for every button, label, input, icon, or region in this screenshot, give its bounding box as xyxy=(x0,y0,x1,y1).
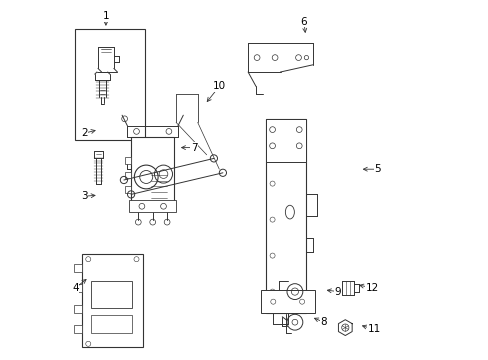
Bar xyxy=(74,305,81,313)
Text: 4: 4 xyxy=(72,283,79,293)
Bar xyxy=(74,264,81,272)
Bar xyxy=(74,325,81,333)
Text: 2: 2 xyxy=(81,128,87,138)
Bar xyxy=(124,186,131,193)
Text: 11: 11 xyxy=(366,324,380,334)
Bar xyxy=(260,290,314,313)
Bar xyxy=(74,284,81,292)
Text: 5: 5 xyxy=(374,164,380,174)
Text: 10: 10 xyxy=(212,81,225,91)
Bar xyxy=(265,119,305,162)
Text: 12: 12 xyxy=(365,283,378,293)
Bar xyxy=(75,29,145,140)
Bar xyxy=(124,157,131,164)
Bar xyxy=(81,254,142,347)
Bar xyxy=(91,315,132,333)
Bar xyxy=(124,172,131,178)
Text: 9: 9 xyxy=(334,287,341,297)
Text: 3: 3 xyxy=(81,191,87,201)
Bar xyxy=(265,119,305,313)
Text: 7: 7 xyxy=(190,143,197,153)
Text: 8: 8 xyxy=(320,317,326,327)
Text: 1: 1 xyxy=(102,11,109,21)
Bar xyxy=(91,281,132,308)
Bar xyxy=(131,137,174,202)
Text: 6: 6 xyxy=(300,17,306,27)
Bar xyxy=(129,200,176,212)
